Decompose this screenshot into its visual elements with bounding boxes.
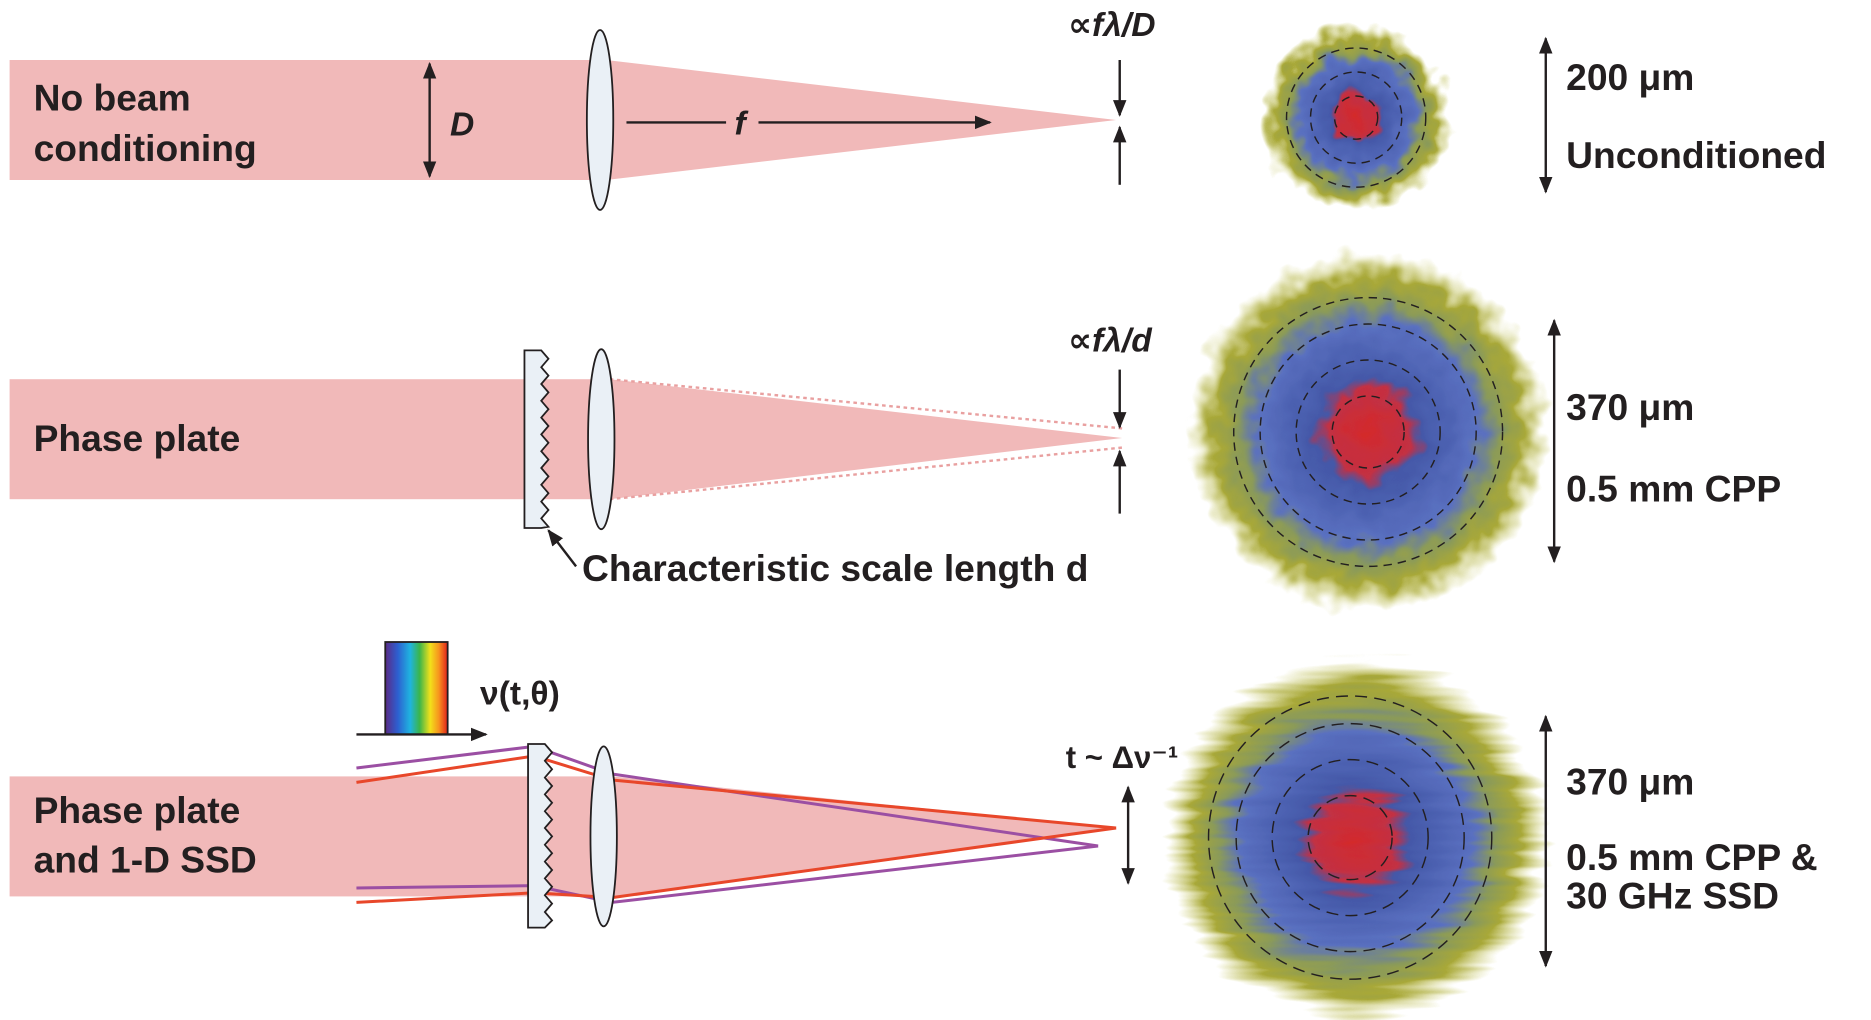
spot-size-label: ∝fλ/d [1068,323,1153,360]
caption: Unconditioned [1566,134,1826,176]
pulse [385,642,447,734]
plate-note: Characteristic scale length d [582,547,1088,589]
focal-spot [1263,24,1450,211]
phase-plate [528,744,552,928]
note-arrow [548,530,576,566]
focal-spot [1188,252,1548,612]
diagram: No beam conditioning D f ∝fλ/D 200 μm Un… [0,0,1871,1020]
lens [587,30,613,210]
row-label: No beam [34,76,191,118]
lens [590,746,616,926]
row-label: Phase plate [34,417,241,459]
diameter-label: D [450,107,474,144]
caption: 0.5 mm CPP [1566,468,1781,510]
row-label: conditioning [34,127,257,169]
scale-label: 370 μm [1566,760,1694,802]
spot-size-label: ∝fλ/D [1068,7,1155,44]
beam-cone [606,60,1116,180]
phase-plate [524,350,548,528]
row-label: Phase plate [34,789,241,831]
scale-label: 370 μm [1566,386,1694,428]
beam-cone [610,379,1122,499]
caption: 30 GHz SSD [1566,874,1779,916]
scale-label: 200 μm [1566,56,1694,98]
focal-spot [1164,660,1548,1020]
pulse-label: ν(t,θ) [480,675,560,712]
lens [588,349,614,529]
caption: 0.5 mm CPP & [1566,836,1817,878]
row-label: and 1-D SSD [34,838,257,880]
spot-size-label: t ~ Δν⁻¹ [1066,740,1179,775]
